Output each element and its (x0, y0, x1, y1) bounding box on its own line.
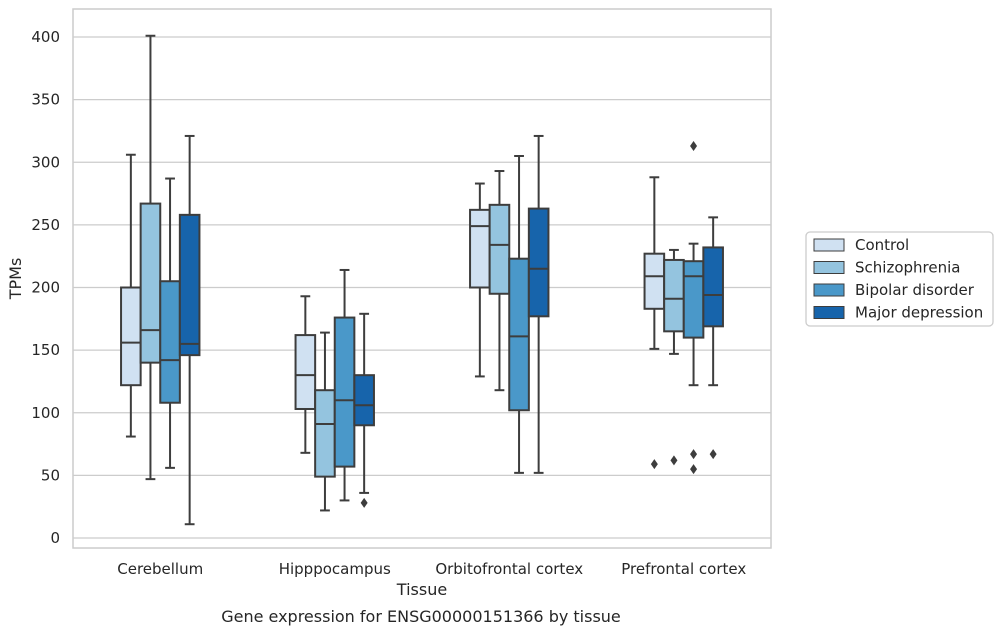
box-body (159, 280, 181, 404)
box (663, 248, 685, 466)
box (527, 134, 550, 474)
x-tick-label: Orbitofrontal cortex (435, 560, 583, 578)
outlier-point (690, 449, 698, 460)
y-tick-label: 400 (31, 28, 60, 46)
box-body (643, 252, 666, 310)
y-tick-label: 150 (31, 341, 60, 359)
legend-label: Schizophrenia (855, 259, 960, 277)
y-tick-label: 300 (31, 153, 60, 171)
box-body (333, 316, 356, 468)
box-group (120, 34, 201, 526)
y-tick-label: 350 (31, 91, 60, 109)
y-tick-label: 0 (50, 529, 60, 547)
legend-swatch (813, 306, 845, 319)
x-tick-label: Prefrontal cortex (621, 560, 746, 578)
y-axis-ticks: 0 50 100 150 200 250 300 350 400 (31, 28, 60, 547)
box-group (469, 134, 550, 474)
box (702, 216, 724, 460)
box (488, 170, 511, 392)
box-body (178, 213, 201, 357)
figure-caption: Gene expression for ENSG00000151366 by t… (221, 607, 621, 626)
box-body (663, 258, 685, 333)
box-body (294, 334, 317, 410)
legend-swatch (813, 238, 845, 252)
legend-label: Bipolar disorder (855, 281, 975, 299)
legend-label: Major depression (855, 304, 983, 322)
legend: Control Schizophrenia Bipolar disorder Majo… (805, 231, 994, 327)
box (333, 268, 356, 502)
legend-swatch (813, 261, 845, 274)
box-group (294, 268, 375, 512)
x-axis-label: Tissue (396, 580, 447, 599)
box-groups (120, 34, 724, 526)
outlier-point (360, 497, 368, 508)
box (159, 177, 181, 469)
box (314, 331, 336, 512)
legend-label: Control (855, 236, 909, 254)
outlier-point (709, 449, 717, 460)
y-tick-label: 50 (41, 466, 60, 484)
box-body (120, 286, 142, 387)
outlier-point (690, 140, 698, 151)
outlier-point (650, 459, 658, 470)
box-group (643, 140, 724, 475)
plot-frame (72, 8, 772, 549)
box-body (469, 208, 491, 289)
box-body (682, 260, 705, 339)
y-tick-label: 100 (31, 404, 60, 422)
y-axis-label: TPMs (6, 258, 25, 301)
box (353, 312, 375, 508)
box (643, 176, 666, 470)
box-body (508, 257, 530, 412)
x-axis-ticks: Cerebellum Hipppocampus Orbitofrontal cort… (117, 560, 746, 578)
box-body (353, 374, 375, 427)
y-tick-label: 250 (31, 216, 60, 234)
box-body (488, 203, 511, 295)
box-body (314, 389, 336, 478)
box-body (527, 207, 550, 318)
box (178, 134, 201, 526)
box (682, 140, 705, 475)
box-body (139, 202, 162, 364)
box (294, 295, 317, 454)
x-tick-label: Hipppocampus (279, 560, 391, 578)
y-tick-label: 200 (31, 279, 60, 297)
outlier-point (690, 464, 698, 475)
legend-frame (805, 231, 994, 327)
box (469, 182, 491, 378)
box (508, 154, 530, 474)
legend-swatch (813, 283, 845, 297)
box (120, 153, 142, 438)
x-tick-label: Cerebellum (117, 560, 203, 578)
outlier-point (670, 455, 678, 466)
box-body (702, 246, 724, 328)
